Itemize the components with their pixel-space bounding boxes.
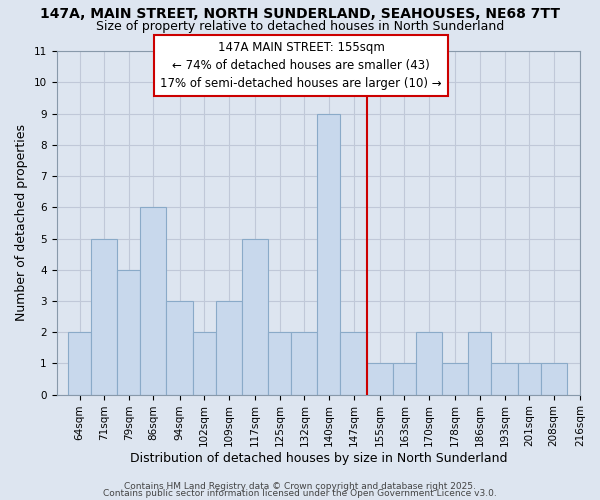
- Bar: [91, 238, 117, 394]
- Bar: [340, 332, 367, 394]
- Bar: [393, 364, 416, 394]
- Bar: [242, 238, 268, 394]
- Text: Contains public sector information licensed under the Open Government Licence v3: Contains public sector information licen…: [103, 489, 497, 498]
- Text: Size of property relative to detached houses in North Sunderland: Size of property relative to detached ho…: [96, 20, 504, 33]
- Bar: [268, 332, 291, 394]
- Text: 147A, MAIN STREET, NORTH SUNDERLAND, SEAHOUSES, NE68 7TT: 147A, MAIN STREET, NORTH SUNDERLAND, SEA…: [40, 8, 560, 22]
- X-axis label: Distribution of detached houses by size in North Sunderland: Distribution of detached houses by size …: [130, 452, 507, 465]
- Bar: [442, 364, 469, 394]
- Bar: [117, 270, 140, 394]
- Bar: [166, 301, 193, 394]
- Bar: [68, 332, 91, 394]
- Bar: [541, 364, 567, 394]
- Text: 147A MAIN STREET: 155sqm
← 74% of detached houses are smaller (43)
17% of semi-d: 147A MAIN STREET: 155sqm ← 74% of detach…: [160, 41, 442, 90]
- Bar: [491, 364, 518, 394]
- Text: Contains HM Land Registry data © Crown copyright and database right 2025.: Contains HM Land Registry data © Crown c…: [124, 482, 476, 491]
- Bar: [518, 364, 541, 394]
- Bar: [317, 114, 340, 394]
- Bar: [469, 332, 491, 394]
- Y-axis label: Number of detached properties: Number of detached properties: [15, 124, 28, 322]
- Bar: [140, 208, 166, 394]
- Bar: [416, 332, 442, 394]
- Bar: [193, 332, 216, 394]
- Bar: [216, 301, 242, 394]
- Bar: [291, 332, 317, 394]
- Bar: [367, 364, 393, 394]
